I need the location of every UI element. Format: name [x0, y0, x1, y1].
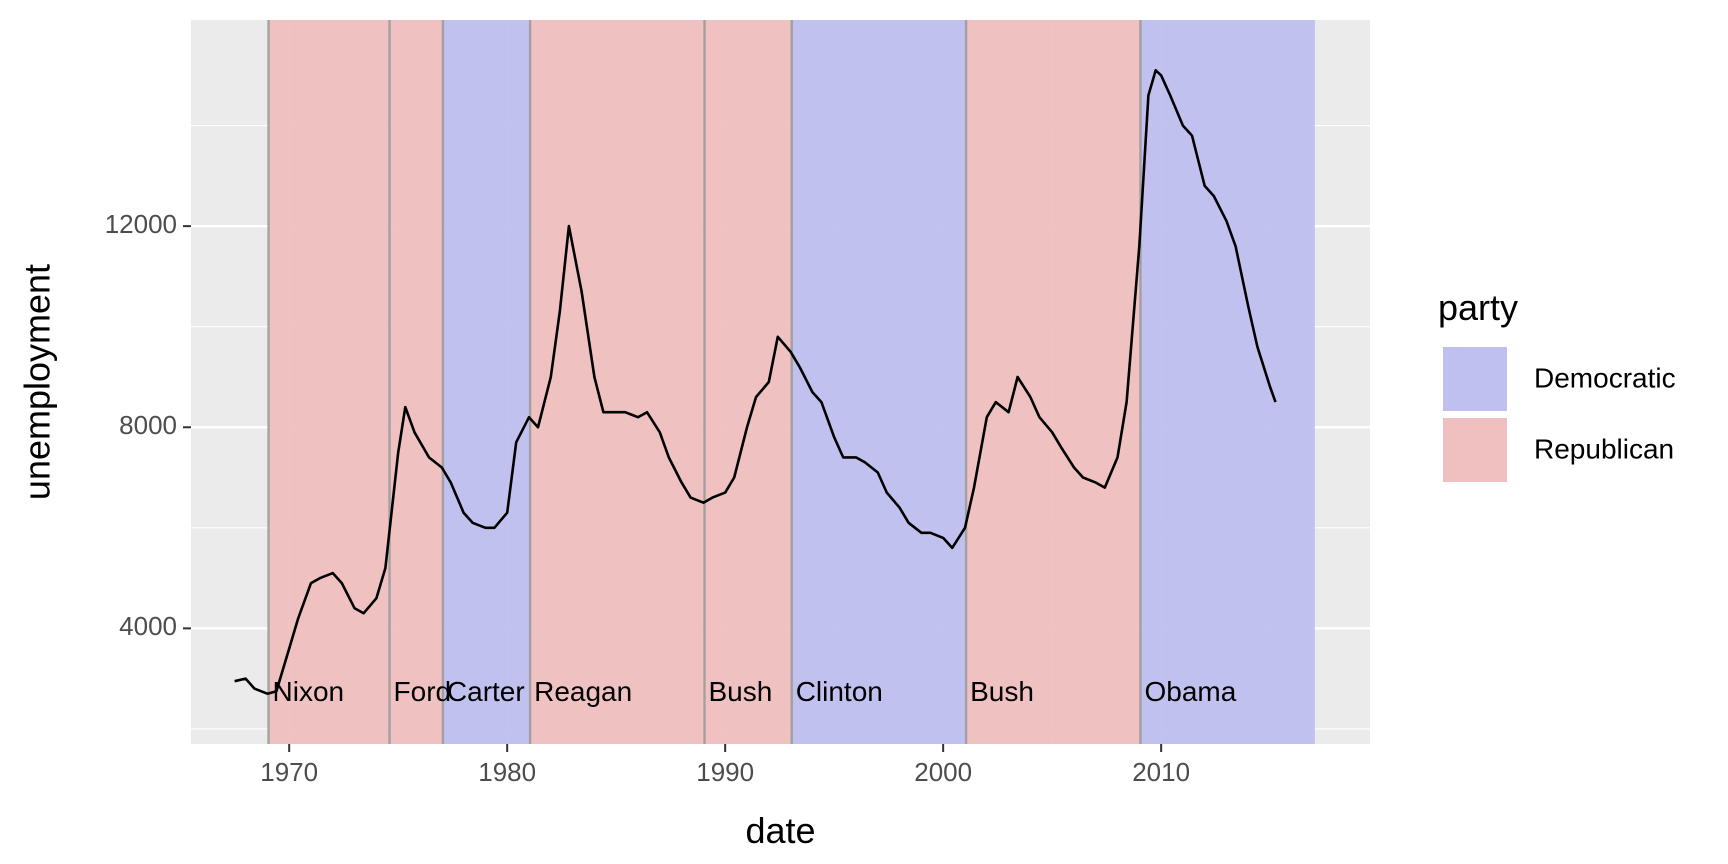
- y-axis-title: unemployment: [17, 264, 58, 500]
- y-tick-label: 4000: [119, 611, 177, 641]
- president-label: Obama: [1144, 676, 1236, 707]
- president-label: Bush: [709, 676, 773, 707]
- term-band-clinton: [791, 20, 967, 744]
- president-label: Nixon: [273, 676, 345, 707]
- term-band-carter: [442, 20, 531, 744]
- president-label: Ford: [394, 676, 452, 707]
- legend: party Democratic Republican: [1438, 287, 1676, 484]
- x-tick-label: 1990: [696, 757, 754, 787]
- y-tick-label: 12000: [105, 209, 177, 239]
- y-tick-label: 8000: [119, 410, 177, 440]
- term-band-reagan: [530, 20, 705, 744]
- president-label: Carter: [447, 676, 525, 707]
- term-band-bush: [966, 20, 1141, 744]
- x-tick-label: 2010: [1132, 757, 1190, 787]
- legend-label: Democratic: [1534, 362, 1676, 393]
- legend-key-democratic: [1441, 345, 1509, 413]
- y-axis: 4000 8000 12000: [105, 209, 191, 641]
- term-band-ford: [389, 20, 443, 744]
- legend-items: Democratic Republican: [1441, 345, 1676, 484]
- series-group: [234, 69, 1277, 696]
- x-axis: 1970 1980 1990 2000 2010: [260, 744, 1190, 787]
- presidential-term-bands: [268, 20, 1315, 744]
- x-tick-label: 2000: [914, 757, 972, 787]
- president-label: Reagan: [534, 676, 632, 707]
- president-label: Clinton: [796, 676, 883, 707]
- x-tick-label: 1970: [260, 757, 318, 787]
- term-boundary-lines: [267, 20, 1142, 744]
- x-axis-title: date: [745, 810, 815, 851]
- unemployment-line: [234, 69, 1277, 696]
- legend-key-republican: [1441, 416, 1509, 484]
- term-band-nixon: [268, 20, 390, 744]
- legend-label: Republican: [1534, 433, 1674, 464]
- president-label: Bush: [970, 676, 1034, 707]
- x-tick-label: 1980: [478, 757, 536, 787]
- legend-title: party: [1438, 287, 1518, 328]
- term-band-obama: [1140, 20, 1315, 744]
- term-band-bush: [704, 20, 792, 744]
